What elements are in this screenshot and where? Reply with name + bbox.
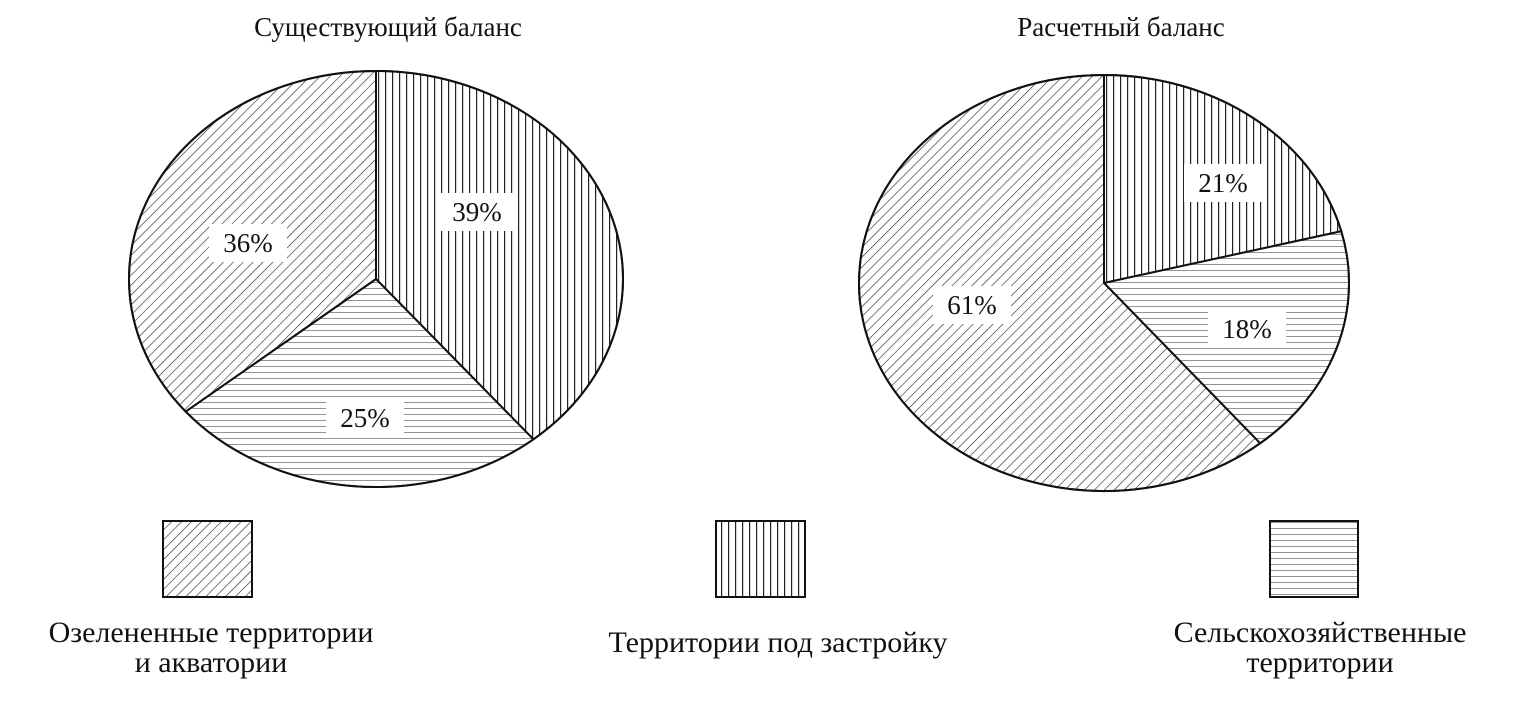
legend-swatch-diagonal bbox=[162, 520, 253, 598]
slice-label-background bbox=[438, 193, 516, 231]
legend-swatch-horizontal bbox=[1269, 520, 1359, 598]
legend-item-green: Озелененные территории и акватории bbox=[49, 520, 374, 679]
slice-label-background bbox=[933, 286, 1011, 324]
slice-label-background bbox=[326, 399, 404, 437]
legend: Озелененные территории и акватории Терри… bbox=[49, 520, 1467, 679]
pie-outline bbox=[858, 74, 1350, 492]
slice-value-label: 25% bbox=[340, 403, 390, 433]
slice-label-background bbox=[209, 224, 287, 262]
pie-chart-projected: Расчетный баланс 21% 18% 61% bbox=[858, 12, 1350, 492]
legend-label-line-2: территории bbox=[1246, 646, 1393, 679]
legend-label-line-1: Территории под застройку bbox=[609, 626, 948, 659]
legend-label-line-2: и акватории bbox=[135, 646, 288, 679]
legend-label-line-1: Сельскохозяйственные bbox=[1174, 616, 1467, 649]
slice-value-label: 61% bbox=[947, 290, 997, 320]
pie-chart-existing: Существующий баланс 39% 25% 36% bbox=[128, 12, 624, 488]
pie-slices bbox=[858, 74, 1350, 492]
pie-outline bbox=[128, 70, 624, 488]
slice-label-background bbox=[1184, 164, 1262, 202]
slice-value-label: 36% bbox=[223, 228, 273, 258]
slice-label-background bbox=[1208, 310, 1286, 348]
chart-title: Расчетный баланс bbox=[1017, 12, 1224, 42]
legend-swatch-vertical bbox=[715, 520, 806, 598]
slice-value-label: 39% bbox=[452, 197, 502, 227]
legend-label-line-1: Озелененные территории bbox=[49, 616, 374, 649]
legend-item-built: Территории под застройку bbox=[609, 520, 948, 659]
pie-labels: 39% 25% 36% bbox=[209, 193, 516, 437]
slice-value-label: 21% bbox=[1198, 168, 1248, 198]
legend-item-agricultural: Сельскохозяйственные территории bbox=[1174, 520, 1467, 679]
slice-value-label: 18% bbox=[1222, 314, 1272, 344]
chart-title: Существующий баланс bbox=[254, 12, 522, 42]
pie-labels: 21% 18% 61% bbox=[933, 164, 1286, 348]
